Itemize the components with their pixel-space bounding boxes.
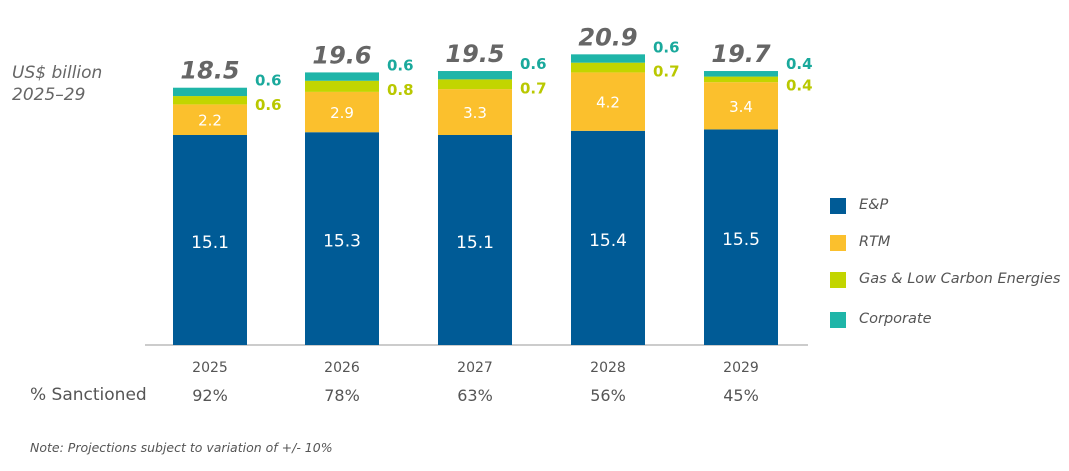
bar-corporate-2025 (173, 87, 247, 97)
sanctioned-value-2027: 63% (457, 386, 493, 405)
bar-rtm-2029 (704, 82, 778, 130)
total-label-2028: 20.9 (578, 23, 637, 51)
x-tick-label-2029: 2029 (723, 360, 759, 376)
bar-gas-2027 (438, 79, 512, 90)
unit-label-line-1: US$ billion (12, 63, 103, 83)
data-label-rtm-2028: 4.2 (596, 94, 620, 112)
legend-label-ep: E&P (859, 197, 889, 213)
unit-label: US$ billion 2025–29 (12, 62, 102, 106)
unit-label-line-2: 2025–29 (12, 85, 86, 105)
legend-swatch-corporate (830, 312, 846, 328)
data-label-gas-2026: 0.8 (387, 81, 414, 99)
data-label-gas-2025: 0.6 (255, 96, 282, 114)
bar-ep-2026 (305, 132, 379, 345)
bar-gas-2029 (704, 76, 778, 83)
bar-ep-2029 (704, 129, 778, 345)
bar-ep-2025 (173, 135, 247, 345)
footnote: Note: Projections subject to variation o… (30, 440, 333, 455)
data-label-rtm-2027: 3.3 (463, 104, 487, 122)
legend-swatch-gas (830, 272, 846, 288)
bar-ep-2027 (438, 135, 512, 345)
x-tick-label-2028: 2028 (590, 360, 626, 376)
bar-corporate-2028 (571, 54, 645, 63)
bar-rtm-2025 (173, 104, 247, 135)
data-label-rtm-2026: 2.9 (330, 104, 354, 122)
bar-gas-2026 (305, 80, 379, 92)
bar-corporate-2029 (704, 71, 778, 77)
sanctioned-row-label: % Sanctioned (30, 385, 147, 405)
data-label-corporate-2028: 0.6 (653, 38, 680, 56)
data-label-gas-2028: 0.7 (653, 63, 680, 81)
data-label-ep-2029: 15.5 (722, 230, 760, 250)
data-label-gas-2029: 0.4 (786, 77, 813, 95)
total-label-2025: 18.5 (180, 57, 239, 85)
sanctioned-value-2028: 56% (590, 386, 626, 405)
data-label-corporate-2026: 0.6 (387, 56, 414, 74)
x-tick-label-2025: 2025 (192, 360, 228, 376)
data-label-rtm-2025: 2.2 (198, 112, 222, 130)
bar-gas-2028 (571, 62, 645, 73)
data-label-ep-2027: 15.1 (456, 233, 494, 253)
legend-label-gas: Gas & Low Carbon Energies (859, 271, 1061, 287)
bar-gas-2025 (173, 96, 247, 105)
data-label-ep-2025: 15.1 (191, 233, 229, 253)
sanctioned-value-2029: 45% (723, 386, 759, 405)
bar-corporate-2026 (305, 72, 379, 81)
x-tick-label-2026: 2026 (324, 360, 360, 376)
data-label-corporate-2027: 0.6 (520, 55, 547, 73)
data-label-ep-2026: 15.3 (323, 232, 361, 252)
data-label-gas-2027: 0.7 (520, 79, 547, 97)
sanctioned-value-2026: 78% (324, 386, 360, 405)
bar-rtm-2028 (571, 72, 645, 131)
sanctioned-value-2025: 92% (192, 386, 228, 405)
data-label-corporate-2025: 0.6 (255, 72, 282, 90)
data-label-corporate-2029: 0.4 (786, 55, 813, 73)
legend-swatch-rtm (830, 235, 846, 251)
data-label-ep-2028: 15.4 (589, 231, 627, 251)
bar-rtm-2026 (305, 91, 379, 133)
bar-ep-2028 (571, 130, 645, 345)
total-label-2027: 19.5 (445, 40, 504, 68)
legend-label-corporate: Corporate (859, 311, 932, 327)
total-label-2026: 19.6 (312, 41, 371, 69)
legend-label-rtm: RTM (859, 234, 891, 250)
total-label-2029: 19.7 (711, 40, 771, 68)
x-tick-label-2027: 2027 (457, 360, 493, 376)
bar-rtm-2027 (438, 89, 512, 135)
bar-corporate-2027 (438, 71, 512, 80)
legend-swatch-ep (830, 198, 846, 214)
data-label-rtm-2029: 3.4 (729, 98, 753, 116)
